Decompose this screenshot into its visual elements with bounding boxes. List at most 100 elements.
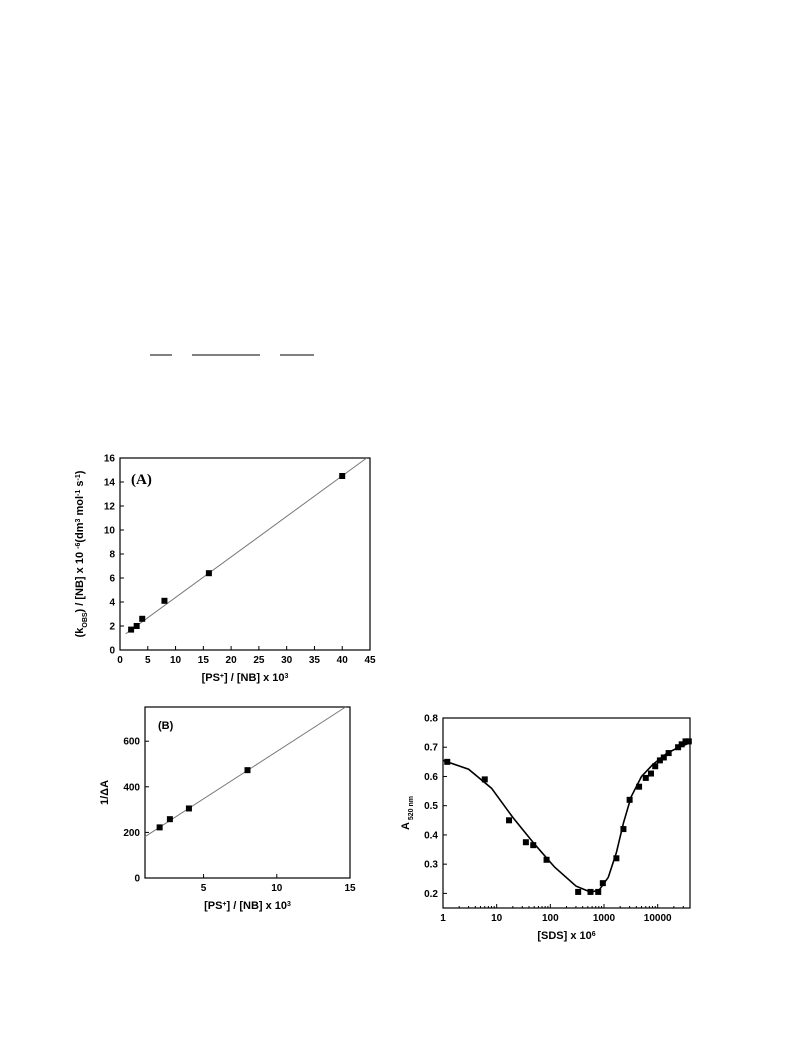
x-tick-label: 35 (309, 655, 321, 666)
label-part: + (222, 901, 226, 908)
data-point (652, 763, 659, 770)
data-point (647, 770, 654, 777)
panel-label: (B) (158, 720, 174, 732)
label-part: 3 (75, 518, 82, 522)
data-point (595, 888, 602, 895)
data-point (685, 738, 692, 745)
data-point (620, 826, 627, 833)
x-tick-label: 10000 (644, 913, 672, 924)
y-tick-label: 600 (123, 737, 140, 748)
x-tick-label: 40 (337, 655, 349, 666)
y-tick-label: 10 (104, 526, 116, 537)
data-point (675, 744, 682, 751)
data-point (506, 817, 513, 824)
y-tick-label: 0.4 (424, 830, 438, 841)
data-point (636, 783, 643, 790)
data-point (626, 796, 633, 803)
label-part: OBS (82, 612, 89, 628)
y-tick-label: 2 (109, 622, 115, 633)
label-part: [PS (202, 672, 220, 684)
x-tick-label: 0 (117, 655, 123, 666)
data-point (660, 754, 667, 761)
fit-line (125, 457, 367, 635)
label-part: s (74, 481, 86, 490)
data-point (530, 842, 537, 849)
y-axis-label: A 520 nm (400, 796, 415, 830)
label-part: -1 (75, 490, 82, 496)
data-point (444, 758, 451, 765)
x-tick-label: 5 (145, 655, 151, 666)
y-tick-label: 0 (134, 874, 140, 885)
x-tick-label: 10 (491, 913, 503, 924)
data-point (481, 776, 488, 783)
y-tick-label: 16 (104, 454, 116, 465)
label-part: -6 (75, 543, 82, 549)
y-tick-label: 0.6 (424, 772, 438, 783)
data-point (244, 767, 251, 774)
label-part: ] / [NB] x 10 (227, 900, 288, 912)
data-point (599, 880, 606, 887)
y-tick-label: 4 (109, 598, 115, 609)
x-tick-label: 10 (170, 655, 182, 666)
label-part: [PS (204, 900, 222, 912)
x-tick-label: 15 (344, 883, 356, 894)
y-tick-label: 0 (109, 646, 115, 657)
plot-frame (144, 706, 351, 879)
label-part: 3 (285, 673, 289, 680)
x-tick-label: 10 (271, 883, 283, 894)
data-point (161, 597, 168, 604)
label-part: -1 (75, 474, 82, 480)
data-point (682, 738, 689, 745)
y-tick-label: 6 (109, 574, 115, 585)
data-point (678, 741, 685, 748)
y-tick-label: 200 (123, 828, 140, 839)
label-part: + (220, 673, 224, 680)
x-tick-label: 100 (542, 913, 559, 924)
label-part: ] / [NB] x 10 (224, 672, 285, 684)
y-tick-label: 0.7 (424, 743, 438, 754)
data-point (139, 615, 146, 622)
data-point (587, 888, 594, 895)
label-part: (dm (74, 522, 86, 542)
data-point (205, 570, 212, 577)
label-part: (k (74, 627, 86, 638)
x-tick-label: 5 (201, 883, 207, 894)
data-point (133, 623, 140, 629)
x-tick-label: 1000 (593, 913, 616, 924)
label-part: A (400, 822, 412, 830)
y-axis-label: (kOBS) / [NB] x 10 -6(dm3 mol-1 s-1) (74, 470, 89, 637)
x-tick-label: 30 (281, 655, 293, 666)
data-point (665, 750, 672, 757)
data-point (128, 626, 135, 633)
data-point (166, 816, 173, 823)
data-point (656, 757, 663, 764)
x-tick-label: 45 (364, 655, 376, 666)
y-axis-label: 1/ΔA (99, 780, 111, 805)
y-tick-label: 0.2 (424, 889, 438, 900)
label-part: ) / [NB] x 10 (74, 549, 86, 613)
label-part: mol (74, 496, 86, 519)
label-part: 1/ΔA (99, 780, 111, 805)
x-axis-label: [PS+] / [NB] x 103 (202, 672, 289, 684)
x-tick-label: 25 (253, 655, 265, 666)
y-tick-label: 400 (123, 782, 140, 793)
data-point (575, 888, 582, 895)
label-part: ) (74, 470, 86, 474)
y-tick-label: 12 (104, 502, 116, 513)
data-point (339, 473, 346, 479)
x-tick-label: 20 (226, 655, 238, 666)
y-tick-label: 0.3 (424, 860, 438, 871)
data-point (613, 855, 620, 862)
panel-label: (A) (131, 472, 152, 488)
data-point (522, 839, 529, 846)
x-axis-label: [PS+] / [NB] x 103 (204, 900, 291, 912)
data-point (185, 805, 192, 812)
label-part: 3 (287, 901, 291, 908)
x-tick-label: 15 (198, 655, 210, 666)
data-point (156, 824, 163, 831)
y-tick-label: 0.8 (424, 714, 438, 725)
label-part: 6 (592, 931, 596, 938)
